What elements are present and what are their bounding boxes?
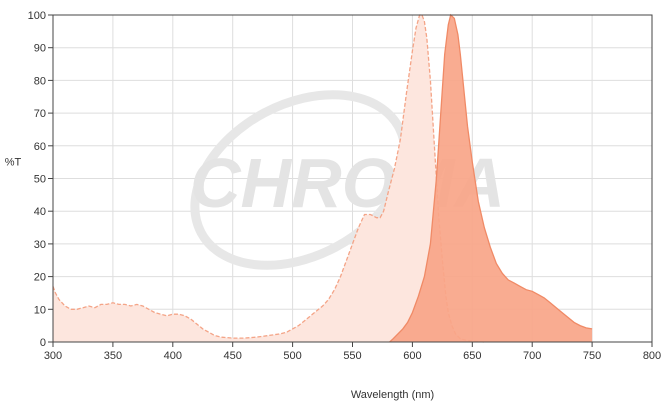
y-tick-label: 100 — [28, 10, 46, 22]
plot-frame — [52, 14, 653, 343]
x-tick-label: 500 — [283, 350, 301, 362]
x-tick-label: 300 — [44, 350, 62, 362]
y-tick-label: 0 — [40, 337, 46, 349]
x-axis-title: Wavelength (nm) — [351, 389, 434, 401]
y-tick-label: 60 — [34, 141, 46, 153]
emission-line — [389, 13, 593, 343]
y-tick-label: 30 — [34, 239, 46, 251]
x-tick-label: 600 — [403, 350, 421, 362]
watermark-ring — [190, 90, 410, 270]
x-tick-label: 800 — [643, 350, 661, 362]
x-tick-label: 400 — [164, 350, 182, 362]
x-tick-label: 700 — [523, 350, 541, 362]
y-tick-label: 40 — [34, 206, 46, 218]
y-tick-label: 10 — [34, 304, 46, 316]
y-tick-label: 50 — [34, 174, 46, 186]
y-tick-label: 80 — [34, 75, 46, 87]
excitation-area — [53, 15, 485, 342]
x-tick-label: 550 — [343, 350, 361, 362]
excitation-line — [52, 14, 485, 343]
emission-area — [389, 15, 593, 342]
y-tick-label: 90 — [34, 43, 46, 55]
x-tick-label: 450 — [224, 350, 242, 362]
y-tick-label: 20 — [34, 272, 46, 284]
x-tick-label: 750 — [583, 350, 601, 362]
y-axis-title: %T — [5, 157, 22, 169]
series-group — [52, 13, 593, 343]
x-tick-label: 650 — [463, 350, 481, 362]
y-tick-label: 70 — [34, 108, 46, 120]
x-tick-label: 350 — [104, 350, 122, 362]
axis-ticks: 300 350 400 450 500 550 600 650 700 750 800 0 10 20 30… — [28, 10, 662, 362]
